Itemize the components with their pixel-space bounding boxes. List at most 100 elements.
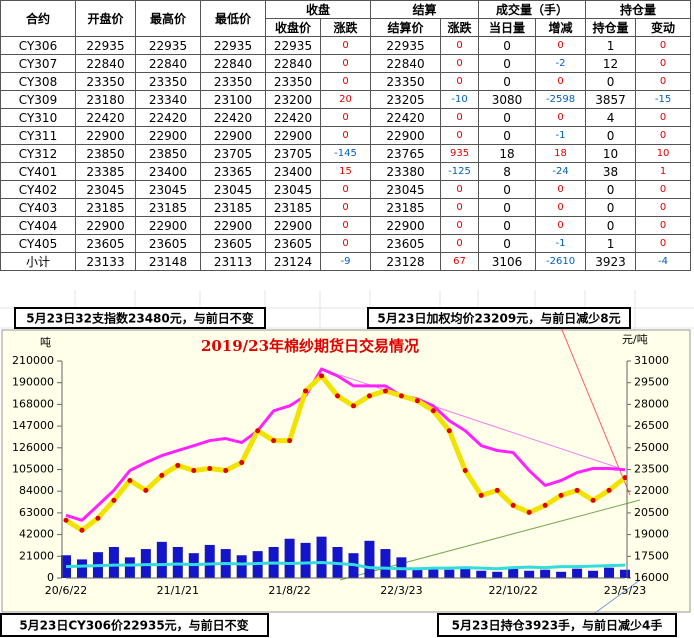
cell: 0 — [440, 36, 480, 55]
cell: -1 — [535, 234, 587, 253]
cell: 18 — [535, 144, 587, 163]
cell: 0 — [478, 108, 537, 127]
bar — [492, 571, 503, 578]
y2-tick-label: 22000 — [634, 484, 669, 497]
y2-tick-label: 31000 — [634, 354, 669, 367]
cell: 22420 — [75, 108, 136, 127]
x-tick-label: 20/6/22 — [45, 584, 87, 597]
cell: 0 — [535, 108, 587, 127]
x-tick-label: 23/5/23 — [604, 584, 646, 597]
cell: 23185 — [75, 198, 136, 217]
point — [303, 388, 309, 394]
cell: 22420 — [265, 108, 321, 127]
bar — [604, 567, 615, 578]
cell: 23185 — [370, 198, 442, 217]
cell: -9 — [319, 252, 372, 271]
cell: 22900 — [135, 126, 201, 145]
column-subheader: 当日量 — [478, 18, 537, 37]
cell: 0 — [440, 54, 480, 73]
point — [287, 438, 293, 444]
y-tick-label: 147000 — [12, 419, 54, 432]
bar — [444, 569, 455, 578]
bar — [204, 544, 215, 578]
y-tick-label: 21000 — [19, 549, 54, 562]
cell: 22900 — [75, 216, 136, 235]
point — [606, 487, 612, 493]
contract: CY402 — [0, 180, 76, 199]
cell: 4 — [585, 108, 637, 127]
bar — [556, 571, 567, 578]
cell: 18 — [478, 144, 537, 163]
cell: 0 — [319, 126, 372, 145]
cell: 23350 — [200, 72, 266, 91]
bar — [588, 570, 599, 578]
column-header: 收盘 — [264, 0, 372, 19]
cell: 23350 — [135, 72, 201, 91]
x-tick-label: 21/1/21 — [157, 584, 199, 597]
cell: 0 — [585, 198, 637, 217]
cell: 0 — [635, 234, 692, 253]
cell: 23605 — [135, 234, 201, 253]
cell: 0 — [478, 72, 537, 91]
cell: 22420 — [200, 108, 266, 127]
bar — [172, 547, 183, 578]
cell: 23385 — [75, 162, 136, 181]
point — [175, 462, 181, 468]
cell: 3106 — [478, 252, 537, 271]
cell: 23400 — [265, 162, 321, 181]
cell: 0 — [319, 234, 372, 253]
cell: -2598 — [535, 90, 587, 109]
line — [65, 367, 626, 522]
cell: 0 — [440, 108, 480, 127]
cell: 22935 — [265, 36, 321, 55]
column-subheader: 持仓量 — [585, 18, 637, 37]
bar — [364, 540, 375, 578]
y2-tick-label: 23500 — [634, 463, 669, 476]
column-subheader: 结算价 — [370, 18, 442, 37]
cell: 23350 — [265, 72, 321, 91]
y-tick-label: 190000 — [12, 376, 54, 389]
note: 5月23日加权均价23209元，与前日减少8元 — [377, 311, 620, 326]
cell: 23350 — [75, 72, 136, 91]
point — [446, 428, 452, 434]
bar — [316, 536, 327, 578]
cell: 23200 — [265, 90, 321, 109]
contract: CY405 — [0, 234, 76, 253]
cell: 0 — [635, 72, 692, 91]
chart-title: 2019/23年棉纱期货日交易情况 — [201, 337, 419, 355]
cell: 23045 — [370, 180, 442, 199]
cell: 0 — [478, 234, 537, 253]
x-tick-label: 21/8/22 — [268, 584, 310, 597]
contract: CY306 — [0, 36, 76, 55]
cell: 22840 — [200, 54, 266, 73]
cell: 10 — [585, 144, 637, 163]
cell: 0 — [319, 36, 372, 55]
column-header: 持仓量 — [585, 0, 692, 19]
column-subheader: 涨跌 — [319, 18, 372, 37]
point — [542, 502, 548, 508]
cell: 0 — [535, 198, 587, 217]
cell: 0 — [319, 198, 372, 217]
cell: 23340 — [135, 90, 201, 109]
cell: 0 — [635, 36, 692, 55]
contract: 小计 — [0, 252, 76, 271]
cell: 23185 — [135, 198, 201, 217]
cell: 22840 — [135, 54, 201, 73]
bar — [236, 555, 247, 578]
y-tick-label: 168000 — [12, 397, 54, 410]
bar — [620, 569, 630, 578]
point — [127, 477, 133, 483]
y2-tick-label: 26500 — [634, 419, 669, 432]
column-header: 开盘价 — [75, 0, 136, 37]
cell: -145 — [319, 144, 372, 163]
column-header: 合约 — [0, 0, 76, 37]
cell: 22840 — [370, 54, 442, 73]
cell: 23185 — [265, 198, 321, 217]
y-axis-label: 吨 — [40, 336, 51, 349]
cell: 23400 — [135, 162, 201, 181]
cell: 12 — [585, 54, 637, 73]
y2-tick-label: 25000 — [634, 441, 669, 454]
y2-tick-label: 17500 — [634, 549, 669, 562]
bar — [428, 568, 439, 578]
